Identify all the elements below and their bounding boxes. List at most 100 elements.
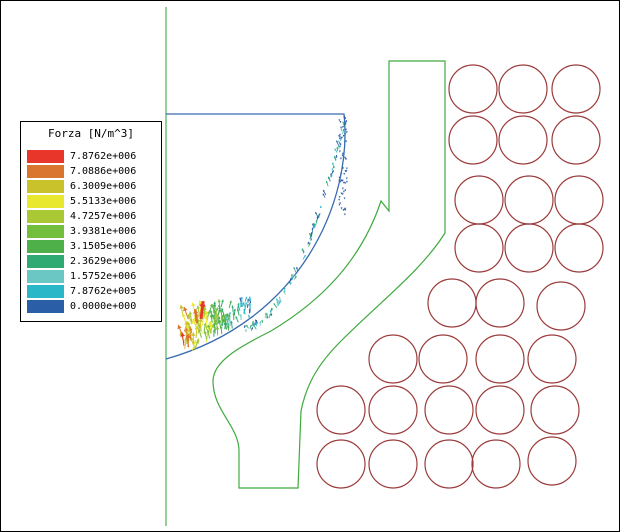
legend-label: 3.9381e+006 — [70, 226, 137, 237]
force-arrowhead — [198, 318, 203, 322]
force-arrowhead — [217, 299, 221, 303]
force-arrowhead — [341, 167, 345, 170]
force-arrowhead — [343, 173, 346, 175]
force-arrowhead — [289, 282, 292, 285]
force-arrowhead — [338, 145, 341, 148]
force-arrowhead — [339, 180, 342, 183]
conductor-circle — [448, 64, 498, 114]
legend-row: 7.8762e+006 — [27, 150, 157, 163]
force-arrowhead — [315, 219, 318, 222]
conductor-circle — [527, 334, 577, 384]
legend-label: 6.3009e+006 — [70, 181, 137, 192]
force-arrowhead — [230, 321, 233, 324]
force-arrowhead — [318, 214, 321, 216]
force-arrowhead — [320, 205, 322, 208]
force-arrowhead — [228, 312, 231, 314]
force-arrowhead — [277, 299, 280, 302]
force-arrowhead — [345, 120, 348, 123]
force-arrowhead — [313, 223, 316, 226]
force-arrowhead — [342, 134, 345, 137]
legend-swatch — [27, 165, 64, 178]
force-arrowhead — [219, 309, 223, 313]
force-arrowhead — [213, 301, 217, 304]
conductor-circle — [504, 175, 554, 225]
force-arrowhead — [339, 202, 342, 205]
force-arrowhead — [340, 126, 343, 129]
force-arrowhead — [254, 326, 257, 329]
force-arrowhead — [240, 296, 243, 299]
force-arrowhead — [343, 197, 346, 200]
force-arrowhead — [334, 148, 337, 151]
force-arrowhead — [226, 313, 229, 317]
force-arrowhead — [265, 312, 268, 315]
force-arrowhead — [245, 296, 248, 299]
force-arrowhead — [248, 302, 251, 305]
force-arrowhead — [301, 248, 304, 251]
force-arrowhead — [331, 167, 334, 170]
conductor-circle — [475, 385, 525, 435]
legend-label: 1.5752e+006 — [70, 271, 137, 282]
force-arrowhead — [215, 307, 219, 311]
legend-label: 7.8762e+005 — [70, 286, 137, 297]
force-arrowhead — [340, 128, 343, 131]
conductor-circle — [316, 385, 366, 435]
force-arrowhead — [193, 309, 199, 314]
legend-swatch — [27, 285, 64, 298]
force-arrowhead — [243, 303, 246, 306]
force-arrowhead — [335, 154, 338, 157]
conductor-circle — [316, 439, 366, 489]
conductor-circle — [554, 175, 604, 225]
conductor-circle — [454, 175, 504, 225]
force-arrowhead — [259, 321, 262, 323]
force-arrowhead — [338, 142, 341, 145]
force-arrowhead — [264, 312, 267, 315]
legend-swatch — [27, 255, 64, 268]
force-arrowhead — [338, 137, 341, 140]
force-arrowhead — [294, 276, 297, 279]
force-arrowhead — [203, 330, 207, 334]
force-arrowhead — [218, 306, 221, 310]
force-arrowhead — [342, 129, 345, 131]
conductor-circle — [471, 439, 521, 489]
force-arrowhead — [336, 140, 339, 143]
color-legend: Forza [N/m^3] 7.8762e+006 7.0886e+006 6.30… — [20, 121, 162, 322]
force-arrowhead — [340, 192, 343, 195]
force-arrowhead — [198, 300, 203, 305]
force-arrowhead — [338, 119, 341, 122]
force-arrowhead — [338, 196, 341, 198]
force-arrowhead — [247, 298, 250, 301]
force-arrowhead — [188, 311, 193, 315]
force-arrowhead — [204, 315, 209, 320]
force-arrowhead — [270, 307, 273, 310]
force-arrowhead — [211, 304, 215, 308]
force-arrowhead — [289, 277, 292, 280]
force-arrowhead — [209, 310, 213, 313]
legend-title: Forza [N/m^3] — [47, 127, 135, 140]
force-arrowhead — [203, 306, 207, 310]
force-arrowhead — [199, 301, 206, 307]
force-arrowhead — [217, 316, 221, 320]
force-arrowhead — [312, 223, 315, 226]
legend-swatch — [27, 210, 64, 223]
legend-swatch — [27, 180, 64, 193]
legend-label: 5.5133e+006 — [70, 196, 137, 207]
legend-label: 7.0886e+006 — [70, 166, 137, 177]
force-arrowhead — [342, 209, 345, 211]
force-arrowhead — [338, 179, 341, 182]
conductor-circle — [454, 223, 504, 273]
force-arrowhead — [344, 207, 347, 210]
force-arrowhead — [204, 311, 209, 315]
force-arrowhead — [345, 167, 348, 170]
force-arrowhead — [341, 193, 344, 195]
force-arrowhead — [311, 227, 314, 230]
force-arrowhead — [345, 180, 348, 183]
force-arrowhead — [310, 238, 313, 241]
force-arrowhead — [338, 198, 341, 201]
legend-swatch — [27, 300, 64, 313]
force-arrowhead — [243, 308, 246, 311]
force-arrowhead — [276, 298, 279, 301]
force-arrowhead — [186, 334, 191, 339]
conductor-circle — [551, 115, 601, 165]
force-arrowhead — [339, 120, 342, 123]
force-arrowhead — [295, 266, 299, 269]
